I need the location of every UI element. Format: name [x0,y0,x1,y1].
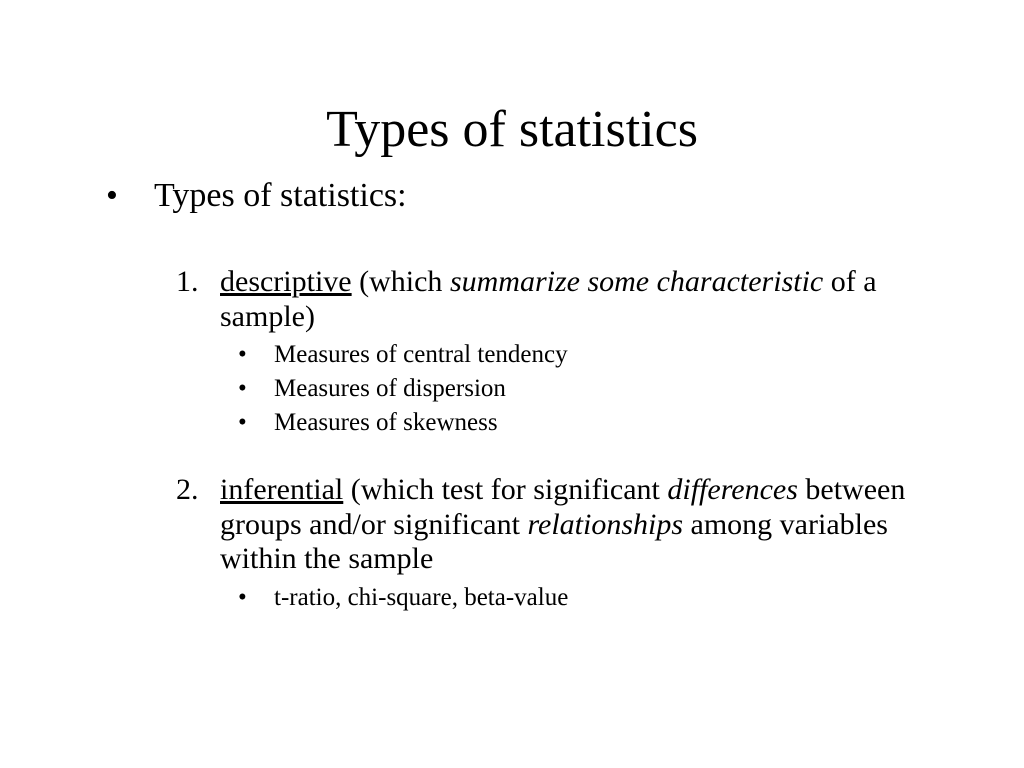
slide: Types of statistics • Types of statistic… [0,0,1024,768]
sub-item: • Measures of skewness [238,406,924,440]
sub-list-2: • t-ratio, chi-square, beta-value [176,581,924,615]
bullet-icon: • [238,338,274,372]
sub-item: • Measures of dispersion [238,372,924,406]
list-body: inferential (which test for significant … [220,473,924,577]
italic-span: summarize some characteristic [450,265,823,298]
bullet-icon: • [238,581,274,615]
list-body: descriptive (which summarize some charac… [220,265,924,334]
numbered-list: 1. descriptive (which summarize some cha… [100,265,924,615]
list-item-1: 1. descriptive (which summarize some cha… [176,265,924,334]
italic-span: differences [667,473,798,506]
keyword-descriptive: descriptive [220,265,352,298]
slide-content: • Types of statistics: 1. descriptive (w… [0,159,1024,615]
text-span: (which test for significant [343,473,667,506]
text-span: (which [352,265,450,298]
italic-span: relationships [527,508,683,541]
bullet-icon: • [238,372,274,406]
bullet-text: Types of statistics: [154,177,407,215]
bullet-icon: • [238,406,274,440]
sub-list-1: • Measures of central tendency • Measure… [176,338,924,439]
bullet-icon: • [100,177,154,215]
list-number: 1. [176,265,220,334]
sub-text: t-ratio, chi-square, beta-value [274,581,568,615]
slide-title: Types of statistics [0,0,1024,159]
bullet-level1: • Types of statistics: [100,177,924,215]
list-item-2: 2. inferential (which test for significa… [176,473,924,577]
sub-text: Measures of skewness [274,406,498,440]
sub-item: • Measures of central tendency [238,338,924,372]
sub-text: Measures of dispersion [274,372,506,406]
keyword-inferential: inferential [220,473,343,506]
list-number: 2. [176,473,220,577]
sub-item: • t-ratio, chi-square, beta-value [238,581,924,615]
sub-text: Measures of central tendency [274,338,568,372]
